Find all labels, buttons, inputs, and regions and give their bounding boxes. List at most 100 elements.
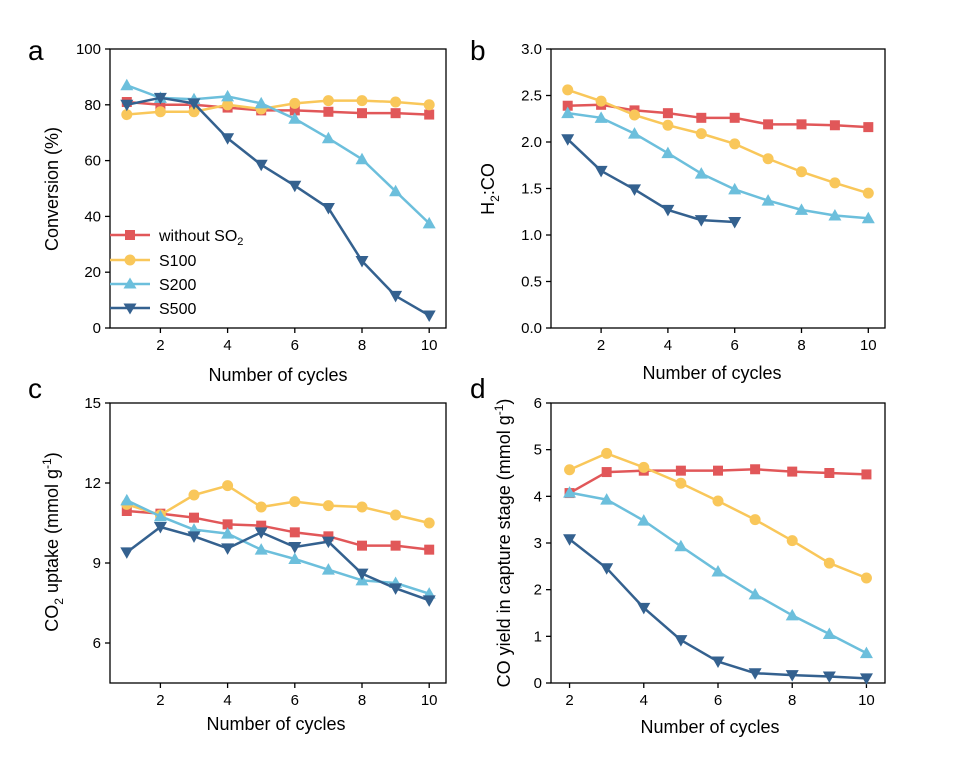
x-tick-label-a-6: 6	[291, 337, 299, 354]
point-d-s500-2	[600, 563, 614, 575]
y-tick-label-b-4: 2.0	[521, 134, 542, 151]
point-c-without-so2-6	[289, 527, 300, 538]
panel-b: b 2 4 6 8 10 0.0 0.5 1.0 1.5 2.0 2.5 3.0 Number of …	[470, 35, 886, 383]
point-d-s200-4	[674, 539, 688, 552]
point-b-s100-10	[862, 187, 874, 199]
panel-label-a: a	[28, 35, 44, 66]
point-b-without-so2-4	[662, 108, 673, 119]
legend-label-s200: S200	[159, 277, 196, 294]
point-c-s100-6	[289, 496, 301, 508]
point-b-s500-1	[561, 134, 575, 146]
point-a-s200-10	[422, 216, 436, 229]
point-c-s500-7	[321, 536, 335, 549]
point-a-without-so2-7	[323, 106, 334, 117]
point-d-s500-9	[859, 673, 873, 685]
series-line-c-s500	[126, 525, 430, 602]
point-b-s100-1	[562, 84, 574, 96]
point-c-s500-10	[422, 595, 436, 607]
x-tick-label-d-2: 2	[565, 692, 573, 709]
y-axis-label-b: H2:CO	[478, 163, 502, 215]
y-tick-label-a-3: 60	[84, 153, 101, 170]
y-tick-label-b-1: 0.5	[521, 274, 542, 291]
y-axis-label-d: CO yield in capture stage (mmol g-1)	[492, 399, 514, 688]
point-d-s500-5	[711, 656, 725, 669]
x-tick-label-c-10: 10	[421, 692, 438, 709]
y-tick-label-b-3: 1.5	[521, 181, 542, 198]
y-tick-label-b-0: 0.0	[521, 320, 542, 337]
point-a-s200-1	[120, 78, 134, 91]
point-c-s100-3	[188, 489, 200, 501]
point-b-s200-10	[861, 211, 875, 224]
point-c-s500-1	[120, 547, 134, 559]
y-tick-label-d-4: 4	[534, 488, 542, 505]
x-tick-label-b-8: 8	[797, 337, 805, 354]
point-b-s200-7	[761, 194, 775, 206]
point-c-s500-6	[288, 542, 302, 554]
point-d-s500-8	[822, 671, 836, 683]
series-b-s200	[561, 106, 875, 224]
point-a-without-so2-2	[155, 99, 166, 110]
y-tick-label-c-3: 15	[84, 395, 101, 412]
x-tick-label-a-10: 10	[421, 337, 438, 354]
point-a-s200-5	[254, 96, 268, 109]
point-c-without-so2-1	[121, 506, 132, 516]
series-a-s500	[120, 92, 436, 322]
x-axis-label-b: Number of cycles	[642, 363, 781, 383]
point-b-without-so2-8	[796, 119, 807, 130]
y-tick-label-d-2: 2	[534, 582, 542, 599]
point-d-s200-1	[563, 486, 577, 498]
series-line-c-without-so2	[126, 509, 430, 551]
point-b-without-so2-9	[829, 120, 840, 131]
axes-frame-a	[109, 48, 447, 329]
y-tick-label-a-4: 80	[84, 97, 101, 114]
point-a-s500-7	[321, 203, 335, 215]
legend-label-without-so2: without SO2	[158, 228, 243, 248]
point-d-s200-3	[637, 514, 651, 526]
legend-entry-s200: S200	[110, 277, 196, 294]
point-b-s500-3	[628, 184, 641, 196]
point-c-s200-4	[221, 527, 235, 539]
point-b-s100-2	[595, 95, 607, 107]
x-tick-label-b-2: 2	[597, 337, 605, 354]
point-b-s100-6	[729, 138, 741, 150]
point-b-s100-7	[762, 153, 774, 165]
point-c-s500-8	[355, 568, 369, 581]
point-c-without-so2-10	[424, 544, 435, 555]
point-b-s200-2	[594, 111, 608, 123]
x-tick-label-b-4: 4	[664, 337, 672, 354]
y-tick-label-c-1: 9	[93, 555, 101, 572]
point-a-s500-10	[422, 310, 436, 322]
point-a-s200-7	[321, 131, 335, 144]
panel-label-c: c	[28, 373, 42, 404]
point-c-s200-2	[153, 509, 167, 522]
point-b-without-so2-10	[863, 122, 874, 133]
y-tick-label-b-5: 2.5	[521, 88, 542, 105]
point-b-without-so2-7	[763, 119, 774, 130]
legend-marker-s100	[124, 254, 136, 266]
series-a-s100	[121, 95, 435, 121]
point-a-s100-4	[222, 99, 234, 111]
legend-marker-s500	[123, 303, 137, 315]
panel-label-d: d	[470, 373, 486, 404]
point-d-without-so2-5	[713, 465, 723, 476]
x-tick-label-d-10: 10	[858, 692, 875, 709]
point-a-s100-8	[356, 95, 368, 107]
x-tick-label-a-2: 2	[156, 337, 164, 354]
series-line-b-s200	[567, 111, 869, 220]
plot-area-c: 2 4 6 8 10 6 9 12 15	[84, 395, 447, 709]
point-d-s200-6	[748, 587, 762, 600]
point-a-s500-6	[288, 180, 302, 193]
point-c-without-so2-4	[222, 519, 233, 530]
y-tick-label-a-5: 100	[76, 41, 101, 58]
point-a-without-so2-6	[289, 105, 300, 116]
point-a-s100-7	[322, 95, 334, 107]
y-axis-label-a: Conversion (%)	[42, 127, 62, 251]
y-tick-label-d-0: 0	[534, 675, 542, 692]
point-b-s200-6	[728, 182, 742, 195]
y-tick-label-c-2: 12	[84, 475, 101, 492]
x-tick-label-d-4: 4	[640, 692, 648, 709]
point-c-s100-5	[255, 501, 267, 513]
series-d-without-so2	[564, 464, 872, 499]
point-b-s200-5	[694, 167, 708, 179]
